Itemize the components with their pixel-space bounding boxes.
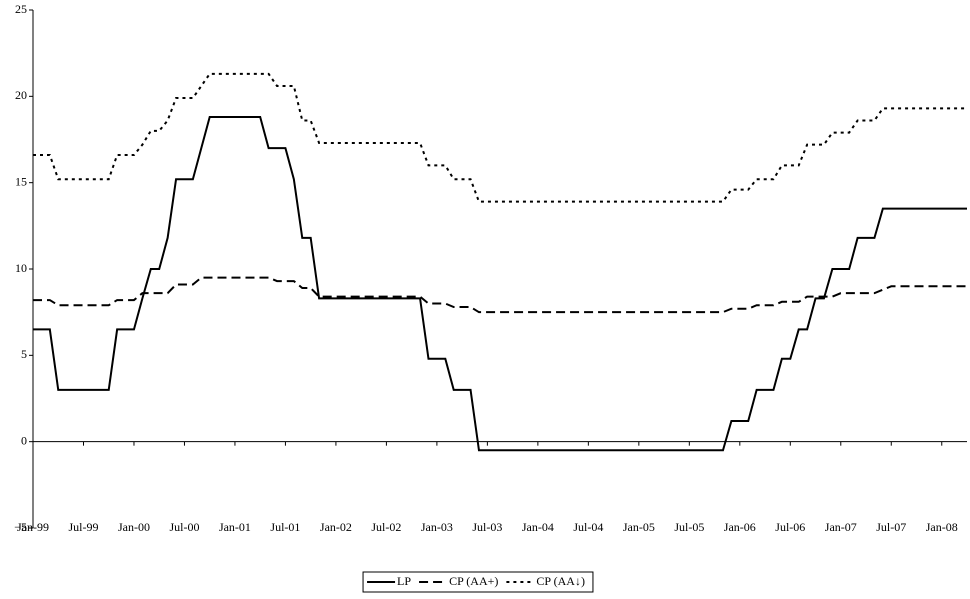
x-tick-label: Jul-02 bbox=[371, 520, 401, 534]
x-tick-label: Jul-01 bbox=[270, 520, 300, 534]
x-tick-label: Jan-99 bbox=[17, 520, 49, 534]
x-tick-label: Jul-06 bbox=[775, 520, 805, 534]
legend-label: CP (AA↓) bbox=[536, 574, 585, 588]
x-tick-label: Jan-03 bbox=[421, 520, 453, 534]
y-tick-label: 10 bbox=[15, 261, 27, 275]
x-tick-label: Jan-07 bbox=[825, 520, 857, 534]
y-tick-label: 0 bbox=[21, 433, 27, 447]
legend-label: LP bbox=[397, 574, 411, 588]
x-tick-label: Jul-07 bbox=[876, 520, 906, 534]
y-tick-label: −5 bbox=[14, 520, 27, 534]
x-tick-label: Jul-99 bbox=[68, 520, 98, 534]
x-tick-label: Jan-02 bbox=[320, 520, 352, 534]
legend-label: CP (AA+) bbox=[449, 574, 498, 588]
x-tick-label: Jan-01 bbox=[219, 520, 251, 534]
x-tick-label: Jan-00 bbox=[118, 520, 150, 534]
series-line bbox=[33, 116, 967, 452]
legend-box bbox=[362, 571, 594, 593]
y-tick-label: 15 bbox=[15, 174, 27, 188]
x-tick-label: Jan-08 bbox=[926, 520, 958, 534]
x-tick-label: Jul-05 bbox=[674, 520, 704, 534]
series-line bbox=[33, 72, 967, 203]
x-tick-label: Jan-05 bbox=[623, 520, 655, 534]
y-tick-label: 20 bbox=[15, 88, 27, 102]
y-tick-label: 25 bbox=[15, 2, 27, 16]
y-tick-label: 5 bbox=[21, 347, 27, 361]
x-tick-label: Jul-03 bbox=[472, 520, 502, 534]
x-tick-label: Jul-00 bbox=[169, 520, 199, 534]
x-tick-label: Jan-06 bbox=[724, 520, 756, 534]
series-line bbox=[33, 276, 967, 314]
x-tick-label: Jan-04 bbox=[522, 520, 554, 534]
x-tick-label: Jul-04 bbox=[573, 520, 603, 534]
